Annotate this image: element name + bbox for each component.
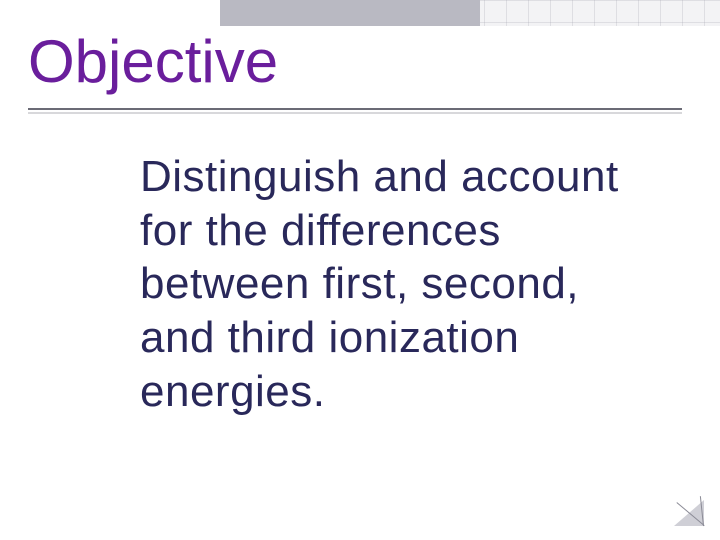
title-area: Objective: [28, 30, 680, 99]
title-underline: [28, 108, 682, 110]
top-strip-left-cap: [0, 0, 221, 26]
top-strip: [0, 0, 720, 26]
title-underline-shadow: [28, 112, 682, 114]
page-curl-icon: [664, 490, 704, 526]
slide-body-text: Distinguish and account for the differen…: [140, 150, 660, 418]
slide-title: Objective: [28, 30, 680, 99]
top-strip-bar: [220, 0, 480, 26]
slide: Objective Distinguish and account for th…: [0, 0, 720, 540]
